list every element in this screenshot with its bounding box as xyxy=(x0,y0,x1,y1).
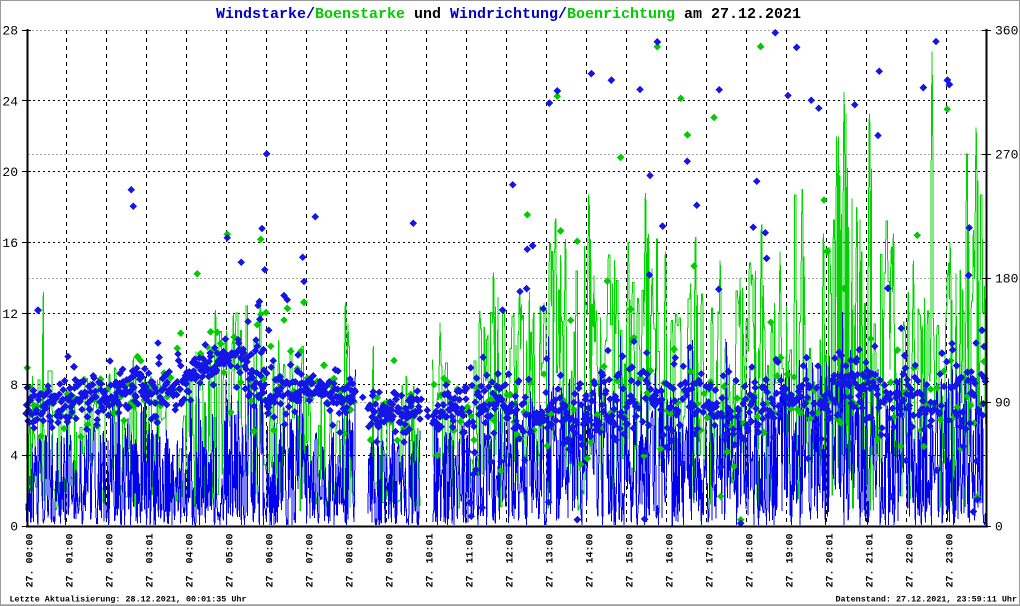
svg-text:27. 08:00: 27. 08:00 xyxy=(346,534,357,588)
svg-text:360: 360 xyxy=(995,24,1018,39)
svg-text:27. 20:01: 27. 20:01 xyxy=(826,534,837,588)
svg-text:28: 28 xyxy=(2,24,18,39)
svg-text:90: 90 xyxy=(995,396,1011,411)
svg-text:27. 19:00: 27. 19:00 xyxy=(786,534,797,588)
svg-text:20: 20 xyxy=(2,165,18,180)
svg-text:16: 16 xyxy=(2,236,18,251)
svg-text:Windstarke/Boenstarke und Wind: Windstarke/Boenstarke und Windrichtung/B… xyxy=(216,6,801,23)
svg-text:27. 18:00: 27. 18:00 xyxy=(746,534,757,588)
svg-text:8: 8 xyxy=(10,378,18,393)
svg-text:27. 15:00: 27. 15:00 xyxy=(626,534,637,588)
svg-text:27. 23:00: 27. 23:00 xyxy=(946,534,957,588)
svg-text:24: 24 xyxy=(2,94,18,109)
svg-text:27. 05:00: 27. 05:00 xyxy=(226,534,237,588)
svg-text:27. 12:00: 27. 12:00 xyxy=(506,534,517,588)
svg-text:180: 180 xyxy=(995,272,1018,287)
svg-text:27. 07:00: 27. 07:00 xyxy=(306,534,317,588)
svg-text:27. 14:00: 27. 14:00 xyxy=(586,534,597,588)
svg-text:27. 01:00: 27. 01:00 xyxy=(66,534,77,588)
svg-text:27. 21:01: 27. 21:01 xyxy=(866,534,877,588)
svg-text:27. 06:00: 27. 06:00 xyxy=(266,534,277,588)
svg-text:27. 17:00: 27. 17:00 xyxy=(706,534,717,588)
svg-text:27. 16:00: 27. 16:00 xyxy=(666,534,677,588)
svg-text:27. 13:00: 27. 13:00 xyxy=(546,534,557,588)
svg-text:27. 02:00: 27. 02:00 xyxy=(106,534,117,588)
svg-text:27. 10:01: 27. 10:01 xyxy=(426,534,437,588)
svg-text:Datenstand: 27.12.2021, 23:59:: Datenstand: 27.12.2021, 23:59:11 Uhr xyxy=(836,595,1018,605)
svg-text:4: 4 xyxy=(10,449,18,464)
svg-text:0: 0 xyxy=(995,520,1003,535)
svg-text:27. 09:00: 27. 09:00 xyxy=(386,534,397,588)
svg-text:27. 22:00: 27. 22:00 xyxy=(906,534,917,588)
svg-text:27. 04:00: 27. 04:00 xyxy=(186,534,197,588)
svg-text:0: 0 xyxy=(10,520,18,535)
svg-text:Letzte Aktualisierung: 28.12.2: Letzte Aktualisierung: 28.12.2021, 00:01… xyxy=(10,595,247,605)
svg-text:270: 270 xyxy=(995,148,1018,163)
svg-text:27. 03:01: 27. 03:01 xyxy=(146,534,157,588)
svg-text:27. 00:00: 27. 00:00 xyxy=(26,534,37,588)
svg-text:12: 12 xyxy=(2,307,18,322)
svg-text:27. 11:00: 27. 11:00 xyxy=(466,534,477,588)
